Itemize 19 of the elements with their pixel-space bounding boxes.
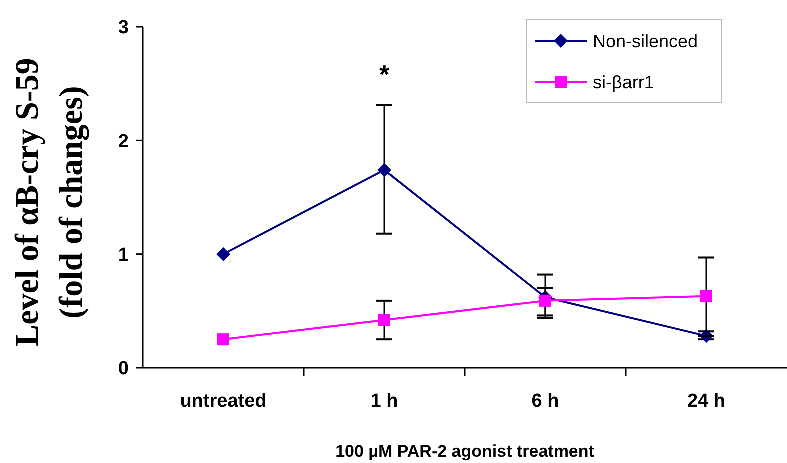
x-tick-label: 6 h bbox=[532, 391, 560, 412]
point bbox=[378, 314, 390, 326]
y-tick-label: 0 bbox=[118, 358, 129, 380]
y-axis-title: Level of αB-cry S-59 (fold of changes) bbox=[10, 58, 90, 347]
legend-label: si-βarr1 bbox=[593, 72, 654, 92]
x-axis-title: 100 µM PAR-2 agonist treatment bbox=[336, 442, 595, 461]
x-tick-label: 1 h bbox=[370, 391, 398, 412]
annotation: * bbox=[379, 60, 390, 90]
y-tick-label: 1 bbox=[118, 244, 130, 266]
point bbox=[378, 163, 392, 178]
y-tick-label: 3 bbox=[118, 18, 129, 39]
y-tick-label: 2 bbox=[118, 131, 129, 152]
legend-label: Non-silenced bbox=[593, 31, 698, 52]
point bbox=[700, 290, 712, 302]
point bbox=[216, 247, 230, 262]
x-tick-label: untreated bbox=[180, 391, 267, 412]
point bbox=[218, 334, 230, 346]
point bbox=[540, 294, 552, 307]
x-tick-label: 24 h bbox=[687, 391, 726, 412]
